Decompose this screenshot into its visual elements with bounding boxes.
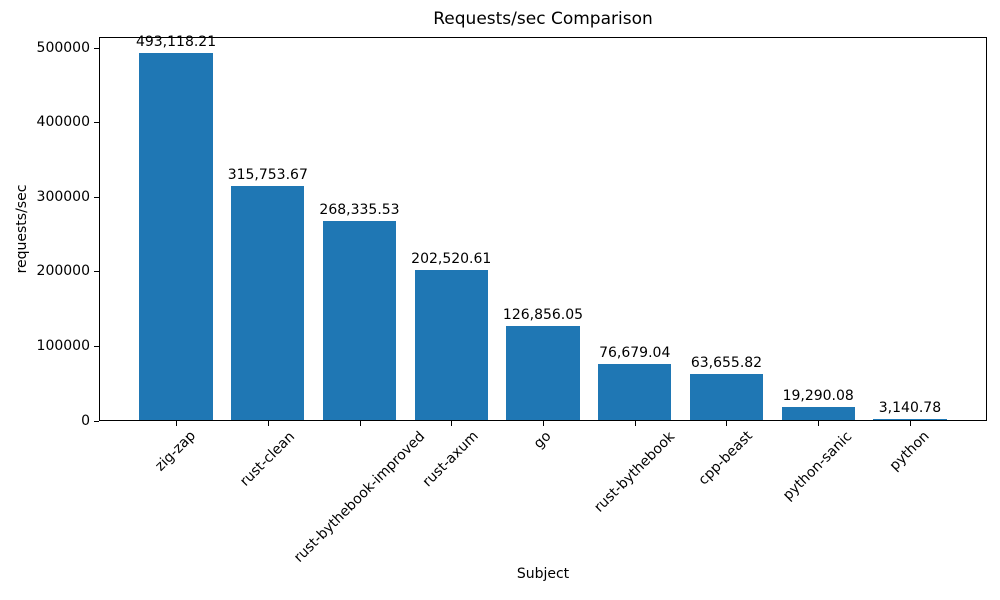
bar-value-label: 63,655.82 bbox=[690, 354, 763, 371]
x-tick-label: rust-bythebook bbox=[590, 428, 678, 516]
bar-value-label: 3,140.78 bbox=[878, 399, 942, 416]
x-tick-label: rust-clean bbox=[236, 428, 298, 490]
bar-value-label: 315,753.67 bbox=[227, 166, 308, 183]
x-tick-label: python-sanic bbox=[780, 428, 856, 504]
y-tick-mark bbox=[94, 196, 99, 198]
y-tick-label: 300000 bbox=[36, 188, 90, 205]
x-tick-mark bbox=[267, 421, 269, 426]
bar-rust-axum bbox=[414, 269, 488, 420]
bar-cpp-beast bbox=[689, 373, 764, 420]
x-tick-label: python bbox=[886, 428, 933, 475]
x-tick-mark bbox=[543, 421, 544, 426]
x-tick-mark bbox=[176, 421, 178, 426]
x-tick-mark bbox=[909, 421, 911, 426]
y-tick-label: 400000 bbox=[36, 114, 90, 131]
x-tick-mark bbox=[634, 421, 636, 426]
bar-value-label: 493,118.21 bbox=[135, 34, 217, 51]
chart-title: Requests/sec Comparison bbox=[433, 9, 653, 29]
bar-rust-bythebook bbox=[598, 363, 672, 420]
x-tick-mark bbox=[726, 421, 728, 426]
x-tick-mark bbox=[359, 421, 361, 426]
bar-python bbox=[873, 418, 947, 420]
x-axis-label: Subject bbox=[516, 566, 570, 582]
x-tick-label: rust-axum bbox=[419, 428, 482, 491]
bar-rust-clean bbox=[231, 185, 305, 420]
bar-value-label: 19,290.08 bbox=[782, 387, 854, 404]
y-tick-mark bbox=[94, 47, 99, 49]
bar-go bbox=[506, 326, 580, 420]
bar-rust-bythebook-improved bbox=[322, 220, 397, 420]
y-tick-label: 0 bbox=[81, 412, 90, 429]
bar-value-label: 268,335.53 bbox=[319, 201, 400, 218]
y-tick-label: 500000 bbox=[36, 39, 90, 56]
x-tick-mark bbox=[818, 421, 820, 426]
y-tick-label: 100000 bbox=[36, 337, 90, 354]
y-tick-mark bbox=[94, 271, 99, 273]
x-tick-label: cpp-beast bbox=[695, 428, 757, 489]
bar-value-label: 126,856.05 bbox=[502, 307, 584, 324]
y-tick-label: 200000 bbox=[36, 263, 90, 280]
x-tick-label: rust-bythebook-improved bbox=[290, 428, 428, 566]
x-tick-mark bbox=[451, 421, 453, 426]
y-tick-mark bbox=[94, 345, 99, 347]
x-tick-label: go bbox=[530, 428, 555, 452]
y-tick-mark bbox=[94, 420, 99, 422]
bar-value-label: 76,679.04 bbox=[599, 344, 671, 361]
bar-value-label: 202,520.61 bbox=[411, 250, 492, 267]
y-tick-mark bbox=[94, 122, 99, 124]
x-tick-label: zig-zap bbox=[152, 428, 200, 475]
bar-python-sanic bbox=[781, 406, 855, 420]
bar-zig-zap bbox=[139, 53, 213, 420]
